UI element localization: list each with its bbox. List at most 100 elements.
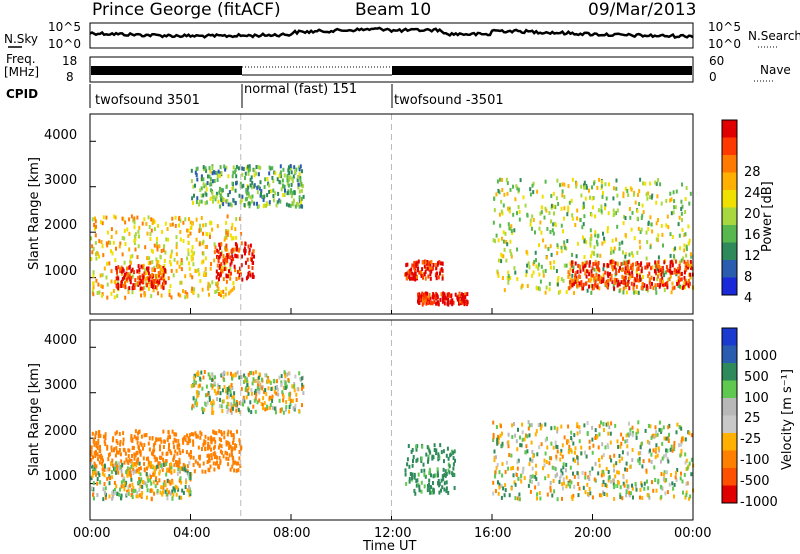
echo-cell	[501, 441, 504, 446]
echo-cell	[518, 217, 521, 222]
echo-cell	[639, 277, 642, 282]
echo-cell	[158, 469, 161, 474]
echo-cell	[575, 254, 578, 259]
echo-cell	[140, 293, 143, 298]
echo-cell	[256, 400, 259, 405]
echo-cell	[226, 258, 229, 263]
echo-cell	[144, 292, 147, 297]
echo-cell	[126, 266, 128, 271]
echo-cell	[452, 466, 455, 471]
echo-cell	[588, 445, 591, 450]
echo-cell	[285, 400, 288, 404]
echo-cell	[277, 392, 280, 397]
echo-cell	[420, 270, 423, 275]
power-ytick-1000: 1000	[44, 264, 78, 279]
echo-cell	[238, 438, 241, 443]
echo-cell	[440, 450, 443, 455]
echo-cell	[649, 266, 652, 271]
echo-cell	[572, 269, 574, 273]
echo-cell	[685, 482, 688, 486]
echo-cell	[198, 383, 201, 388]
echo-cell	[434, 473, 437, 478]
echo-cell	[106, 476, 109, 481]
echo-cell	[130, 214, 133, 219]
echo-cell	[189, 231, 192, 236]
echo-cell	[654, 455, 657, 460]
echo-cell	[283, 193, 286, 197]
echo-cell	[98, 239, 101, 244]
echo-cell	[288, 371, 291, 376]
echo-cell	[435, 276, 438, 281]
echo-cell	[121, 462, 124, 467]
echo-cell	[423, 264, 426, 269]
echo-cell	[150, 461, 152, 465]
echo-cell	[647, 423, 650, 428]
echo-cell	[275, 410, 277, 415]
echo-cell	[642, 275, 645, 279]
echo-cell	[628, 252, 631, 257]
echo-cell	[175, 492, 178, 497]
echo-cell	[567, 205, 570, 210]
echo-cell	[245, 166, 248, 171]
echo-cell	[220, 187, 223, 192]
echo-cell	[437, 457, 440, 462]
echo-cell	[422, 275, 424, 280]
colorbar-swatch	[722, 277, 737, 296]
echo-cell	[542, 273, 545, 278]
echo-cell	[232, 461, 235, 466]
echo-cell	[113, 448, 115, 453]
echo-cell	[587, 492, 589, 496]
echo-cell	[440, 488, 442, 493]
echo-cell	[629, 427, 632, 432]
echo-cell	[216, 174, 219, 179]
echo-cell	[120, 269, 123, 274]
echo-cell	[589, 243, 592, 248]
echo-cell	[611, 264, 614, 269]
echo-cell	[98, 480, 101, 485]
echo-cell	[292, 406, 295, 411]
echo-cell	[166, 451, 169, 456]
echo-cell	[178, 460, 181, 465]
colorbar-swatch	[722, 120, 737, 138]
echo-cell	[564, 468, 567, 473]
echo-cell	[420, 489, 423, 494]
echo-cell	[151, 436, 154, 441]
echo-cell	[644, 428, 647, 433]
echo-cell	[649, 245, 652, 250]
echo-cell	[254, 409, 257, 414]
echo-cell	[177, 292, 180, 297]
echo-cell	[596, 253, 599, 258]
echo-cell	[633, 276, 636, 281]
echo-cell	[227, 252, 230, 257]
echo-cell	[295, 201, 298, 206]
echo-cell	[156, 457, 158, 462]
echo-cell	[162, 248, 165, 253]
echo-cell	[596, 234, 599, 239]
colorbar-swatch	[722, 137, 737, 156]
echo-cell	[685, 458, 688, 463]
echo-cell	[134, 488, 137, 493]
echo-cell	[208, 232, 211, 237]
echo-cell	[230, 402, 233, 407]
echo-cell	[563, 216, 565, 221]
echo-cell	[426, 445, 429, 450]
echo-cell	[291, 398, 294, 403]
echo-cell	[188, 217, 190, 222]
echo-cell	[190, 289, 193, 293]
echo-cell	[153, 243, 156, 248]
echo-cell	[637, 451, 640, 456]
echo-cell	[590, 269, 593, 274]
echo-cell	[261, 403, 264, 407]
echo-cell	[101, 464, 104, 469]
echo-cell	[123, 236, 126, 241]
echo-cell	[501, 236, 503, 241]
echo-cell	[132, 468, 135, 472]
echo-cell	[605, 484, 608, 489]
echo-cell	[569, 267, 572, 272]
echo-cell	[634, 482, 637, 486]
echo-cell	[246, 257, 249, 262]
echo-cell	[92, 246, 95, 251]
echo-cell	[288, 203, 290, 208]
echo-cell	[301, 184, 304, 189]
echo-cell	[211, 166, 214, 170]
